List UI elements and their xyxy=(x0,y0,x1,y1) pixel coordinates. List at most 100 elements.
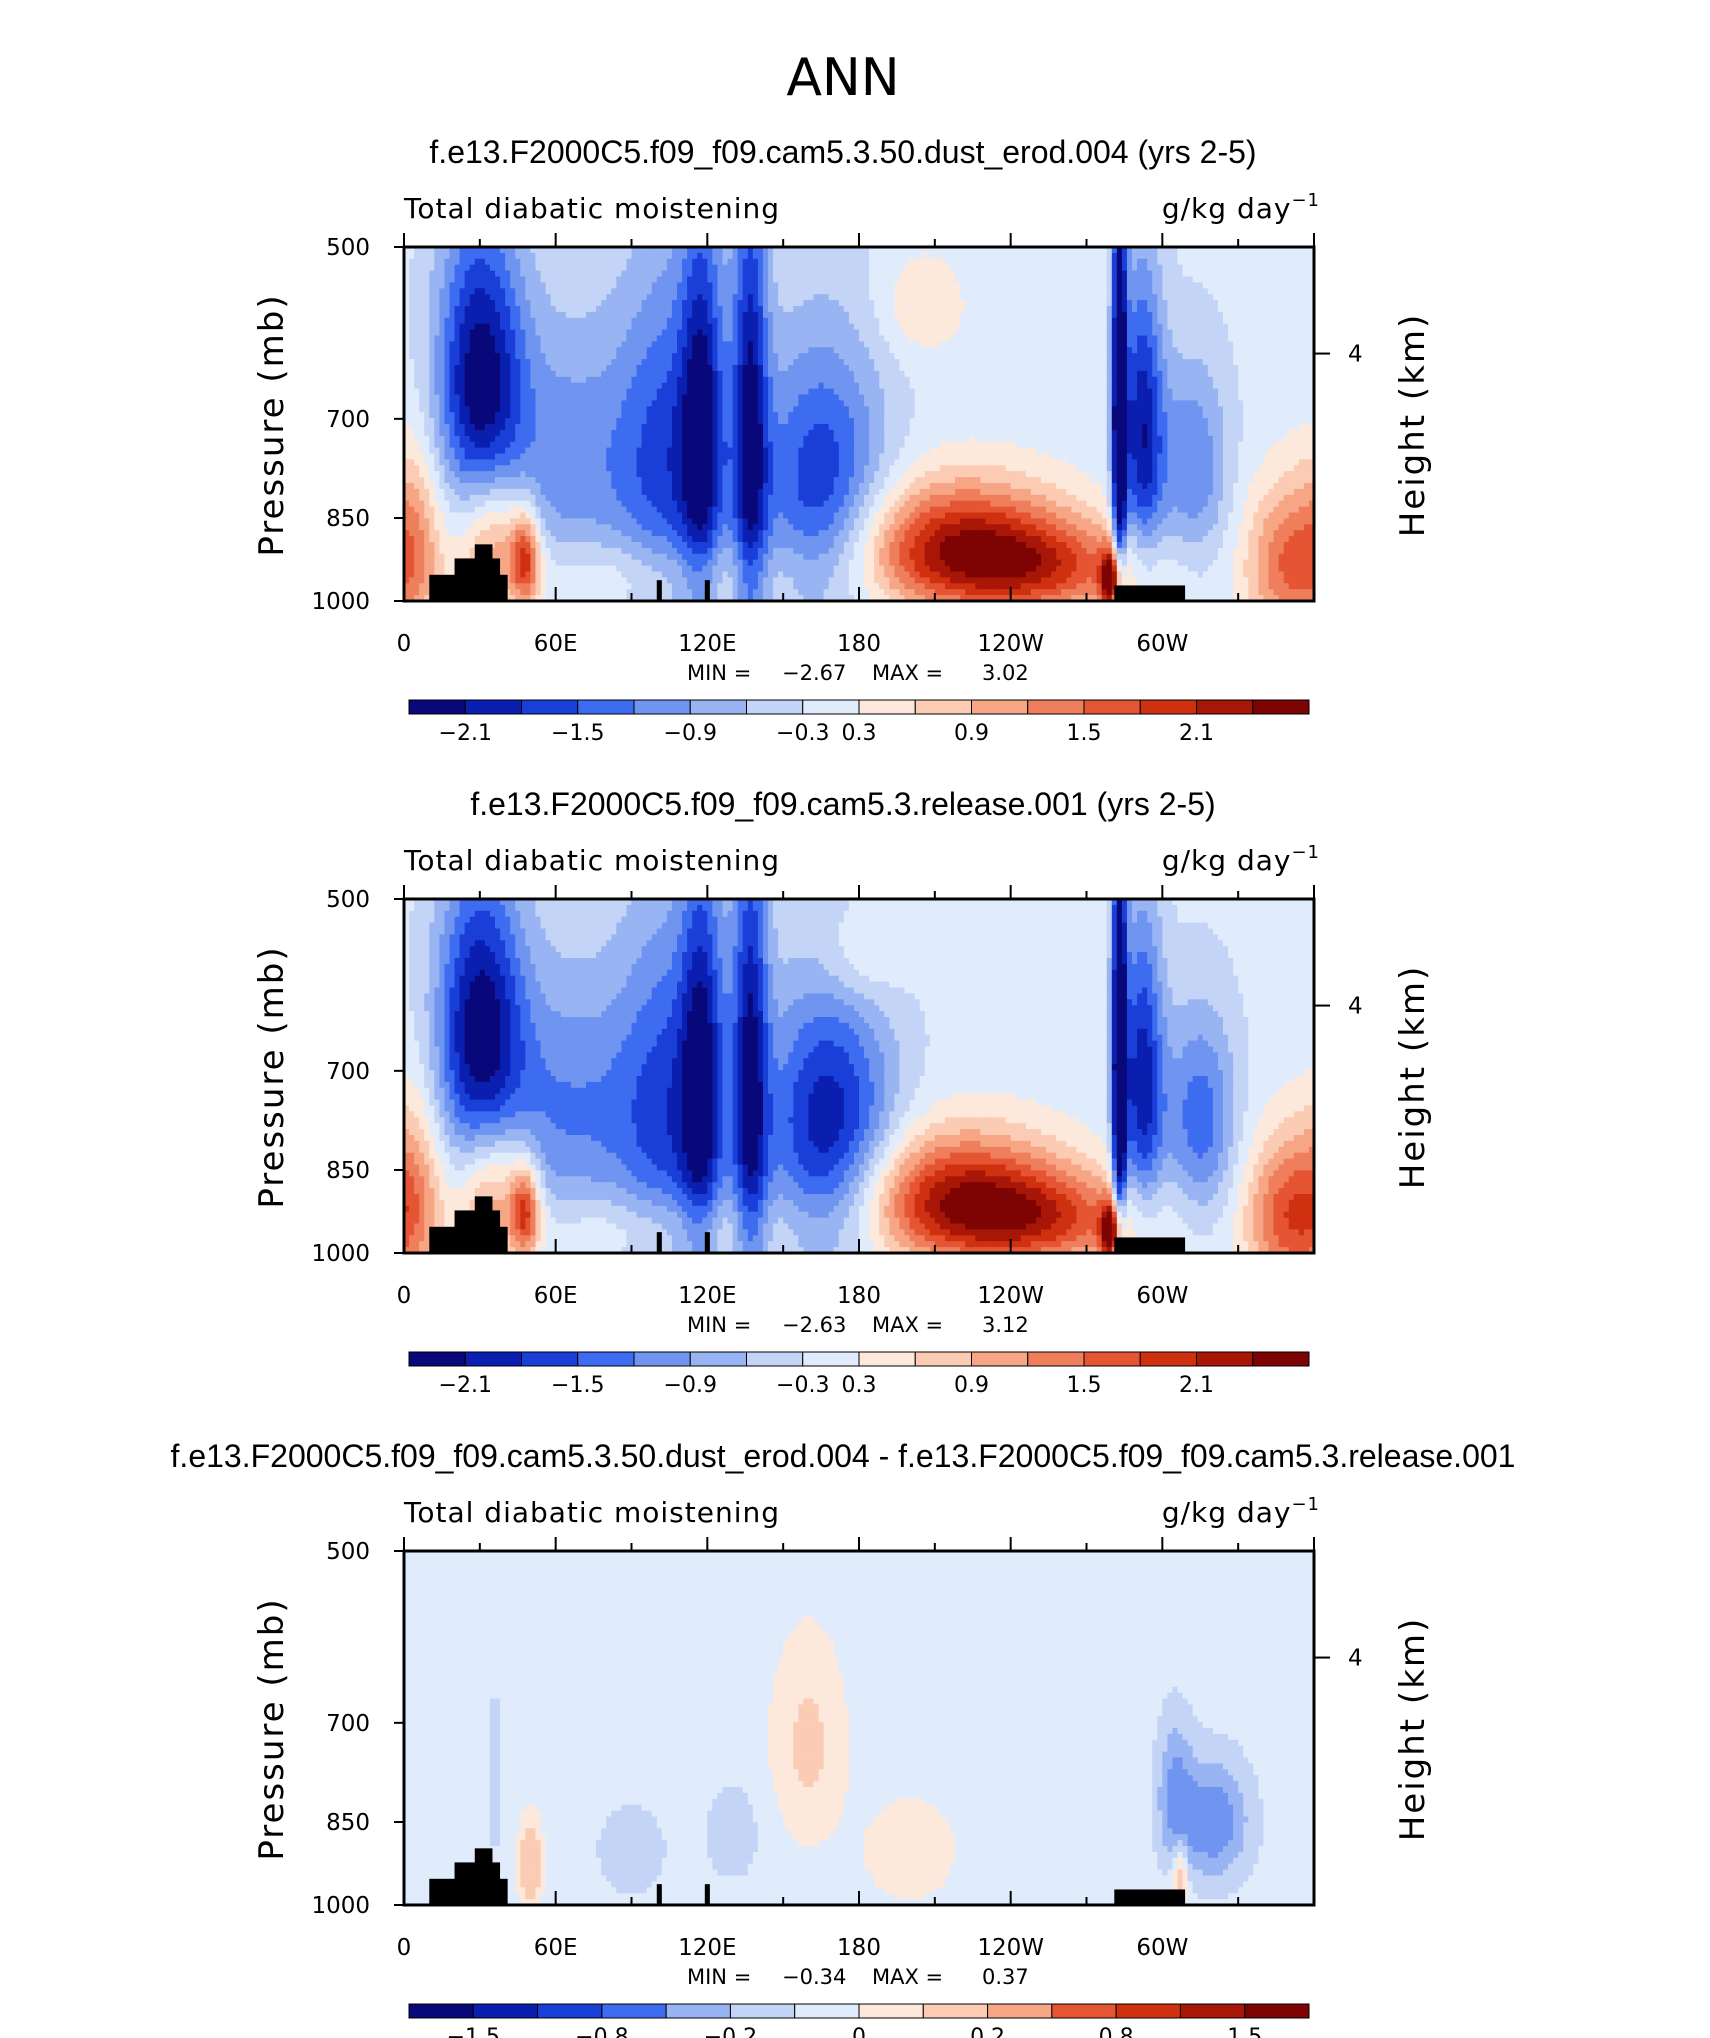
contour-cell xyxy=(874,324,880,331)
contour-cell xyxy=(1228,383,1234,390)
contour-cell xyxy=(879,265,885,272)
contour-cell xyxy=(985,389,991,396)
contour-cell xyxy=(1132,365,1138,372)
contour-cell xyxy=(1167,389,1173,396)
contour-cell xyxy=(970,265,976,272)
contour-cell xyxy=(975,389,981,396)
contour-cell xyxy=(520,288,526,295)
contour-cell xyxy=(1001,377,1007,384)
contour-cell xyxy=(1223,336,1229,343)
contour-cell xyxy=(980,330,986,337)
contour-cell xyxy=(985,406,991,413)
contour-cell xyxy=(1183,306,1189,313)
contour-cell xyxy=(844,324,850,331)
contour-cell xyxy=(561,359,567,366)
contour-cell xyxy=(515,371,521,378)
contour-cell xyxy=(824,389,830,396)
contour-cell xyxy=(930,330,936,337)
contour-cell xyxy=(1107,336,1113,343)
contour-cell xyxy=(743,288,749,295)
contour-cell xyxy=(758,389,764,396)
contour-cell xyxy=(1167,365,1173,372)
contour-cell xyxy=(647,282,653,289)
contour-cell xyxy=(1087,359,1093,366)
contour-cell xyxy=(829,282,835,289)
contour-cell xyxy=(480,282,486,289)
contour-cell xyxy=(672,271,678,278)
contour-cell xyxy=(1076,389,1082,396)
contour-cell xyxy=(439,288,445,295)
contour-cell xyxy=(814,406,820,413)
contour-cell xyxy=(1107,395,1113,402)
contour-cell xyxy=(1157,377,1163,384)
contour-cell xyxy=(1147,347,1153,354)
contour-cell xyxy=(520,282,526,289)
contour-cell xyxy=(884,406,890,413)
contour-cell xyxy=(728,265,734,272)
contour-cell xyxy=(561,294,567,301)
contour-cell xyxy=(935,324,941,331)
contour-cell xyxy=(424,395,430,402)
contour-cell xyxy=(763,300,769,307)
contour-cell xyxy=(677,383,683,390)
contour-cell xyxy=(920,306,926,313)
contour-cell xyxy=(470,253,476,260)
contour-cell xyxy=(829,400,835,407)
contour-cell xyxy=(480,341,486,348)
contour-cell xyxy=(773,300,779,307)
contour-cell xyxy=(1117,265,1123,272)
contour-cell xyxy=(1051,318,1057,325)
contour-cell xyxy=(1051,324,1057,331)
contour-cell xyxy=(889,300,895,307)
contour-cell xyxy=(455,277,461,284)
contour-cell xyxy=(702,253,708,260)
contour-cell xyxy=(824,400,830,407)
contour-cell xyxy=(470,259,476,266)
contour-cell xyxy=(682,288,688,295)
contour-cell xyxy=(697,371,703,378)
contour-cell xyxy=(561,330,567,337)
contour-cell xyxy=(717,383,723,390)
contour-cell xyxy=(829,377,835,384)
contour-cell xyxy=(910,294,916,301)
contour-cell xyxy=(546,365,552,372)
contour-cell xyxy=(490,288,496,295)
contour-cell xyxy=(1076,377,1082,384)
contour-cell xyxy=(1051,265,1057,272)
contour-cell xyxy=(475,353,481,360)
contour-cell xyxy=(697,318,703,325)
contour-cell xyxy=(596,265,602,272)
contour-cell xyxy=(530,365,536,372)
contour-cell xyxy=(439,306,445,313)
contour-cell xyxy=(879,282,885,289)
contour-cell xyxy=(733,406,739,413)
contour-cell xyxy=(834,353,840,360)
contour-cell xyxy=(763,271,769,278)
contour-cell xyxy=(1051,271,1057,278)
contour-cell xyxy=(591,324,597,331)
contour-cell xyxy=(935,300,941,307)
contour-cell xyxy=(1137,400,1143,407)
contour-cell xyxy=(616,406,622,413)
contour-cell xyxy=(905,359,911,366)
contour-cell xyxy=(1011,271,1017,278)
contour-cell xyxy=(915,365,921,372)
contour-cell xyxy=(667,300,673,307)
contour-cell xyxy=(632,377,638,384)
contour-cell xyxy=(409,294,415,301)
contour-cell xyxy=(682,400,688,407)
contour-cell xyxy=(546,259,552,266)
contour-cell xyxy=(1071,318,1077,325)
contour-cell xyxy=(955,330,961,337)
contour-cell xyxy=(1263,377,1269,384)
contour-cell xyxy=(551,336,557,343)
contour-cell xyxy=(899,371,905,378)
contour-cell xyxy=(1284,265,1290,272)
contour-cell xyxy=(495,318,501,325)
contour-cell xyxy=(455,318,461,325)
contour-cell xyxy=(596,277,602,284)
contour-cell xyxy=(566,341,572,348)
contour-cell xyxy=(814,306,820,313)
contour-cell xyxy=(808,400,814,407)
contour-cell xyxy=(596,353,602,360)
